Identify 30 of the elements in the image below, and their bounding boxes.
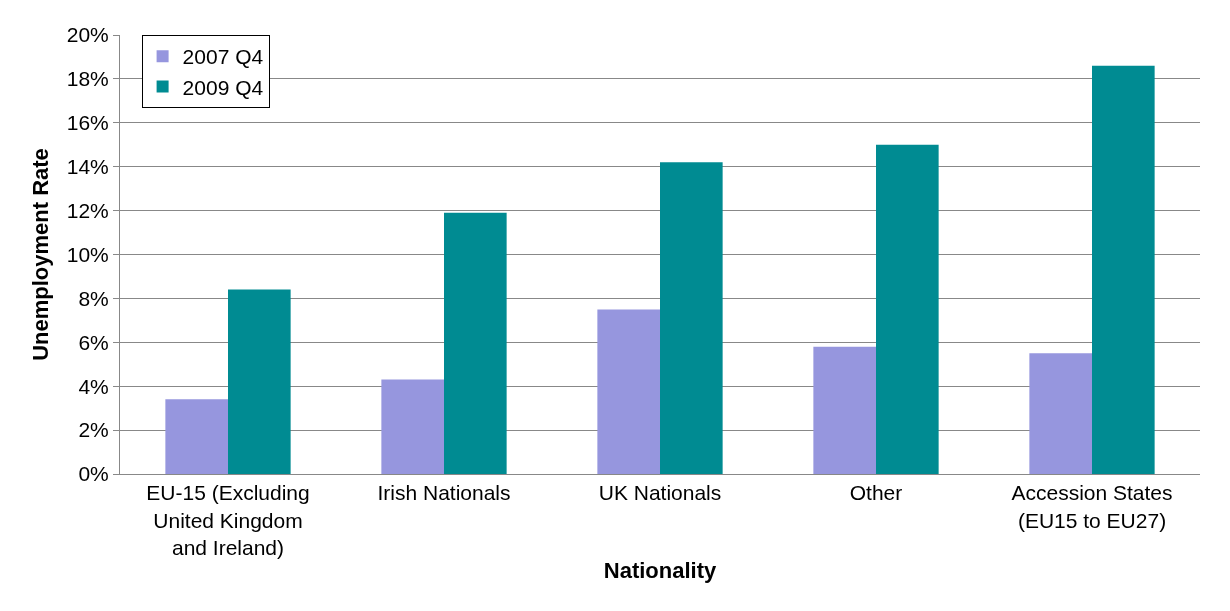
bar	[1029, 353, 1092, 474]
x-tick-label: EU-15 (Excluding United Kingdom and Ireland)	[146, 481, 310, 559]
bar	[381, 379, 444, 474]
x-tick-label: Irish Nationals	[377, 481, 511, 505]
bar	[444, 212, 507, 474]
y-tick-label: 2%	[78, 418, 109, 442]
y-tick-label: 16%	[66, 111, 109, 135]
y-tick-label: 6%	[78, 330, 109, 354]
y-tick-label: 0%	[78, 462, 109, 486]
y-tick-label: 14%	[66, 155, 109, 179]
y-tick-label: 20%	[66, 23, 109, 47]
legend-label: 2007 Q4	[182, 45, 264, 69]
y-tick-label: 12%	[66, 198, 109, 222]
bar	[165, 399, 228, 474]
y-axis-title: Unemployment Rate	[27, 148, 53, 361]
bar	[876, 144, 939, 474]
bar	[597, 309, 660, 474]
y-tick-label: 8%	[78, 286, 109, 310]
legend-label: 2009 Q4	[182, 75, 264, 99]
bar	[660, 162, 723, 474]
x-tick-label: Other	[849, 481, 903, 505]
x-tick-label: Accession States (EU15 to EU27)	[1011, 481, 1173, 532]
x-tick-label: UK Nationals	[598, 481, 722, 505]
bar	[1092, 65, 1155, 474]
bar	[813, 346, 876, 474]
x-axis-title: Nationality	[603, 557, 717, 583]
y-tick-label: 10%	[66, 242, 109, 266]
bar	[228, 289, 291, 474]
y-tick-label: 18%	[66, 67, 109, 91]
y-tick-label: 4%	[78, 374, 109, 398]
